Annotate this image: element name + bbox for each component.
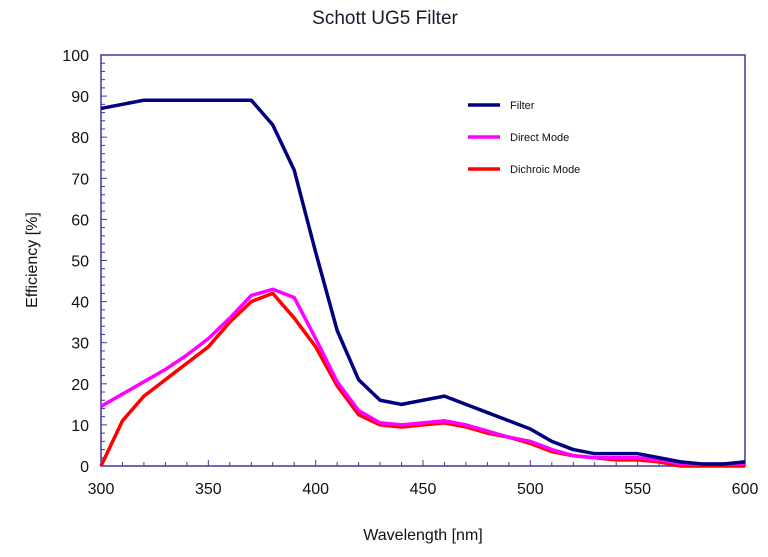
legend-label: Filter [510, 100, 535, 112]
y-tick-label: 100 [62, 48, 89, 65]
y-tick-label: 30 [71, 336, 89, 353]
series-line-dichroic-mode [99, 291, 745, 468]
y-tick-label: 50 [71, 254, 89, 271]
series-line-direct-mode [100, 287, 745, 466]
y-tick-label: 40 [71, 295, 89, 312]
x-tick-label: 400 [302, 481, 329, 498]
y-tick-label: 20 [71, 377, 89, 394]
y-tick-label: 70 [71, 171, 89, 188]
x-tick-label: 450 [410, 481, 437, 498]
y-tick-label: 80 [71, 130, 89, 147]
x-tick-label: 500 [517, 481, 544, 498]
y-axis-label: Efficiency [%] [24, 212, 41, 308]
x-tick-label: 600 [732, 481, 759, 498]
x-tick-label: 300 [88, 481, 115, 498]
y-tick-label: 10 [71, 418, 89, 435]
legend-label: Direct Mode [510, 132, 569, 144]
plot-frame [100, 54, 746, 467]
x-axis-label: Wavelength [nm] [363, 527, 482, 544]
series-line-filter [100, 98, 746, 466]
y-tick-label: 0 [80, 459, 89, 476]
y-tick-label: 60 [71, 212, 89, 229]
chart-title: Schott UG5 Filter [312, 8, 458, 29]
x-tick-label: 350 [195, 481, 222, 498]
y-tick-label: 90 [71, 89, 89, 106]
legend-label: Dichroic Mode [510, 164, 580, 176]
x-tick-label: 550 [624, 481, 651, 498]
